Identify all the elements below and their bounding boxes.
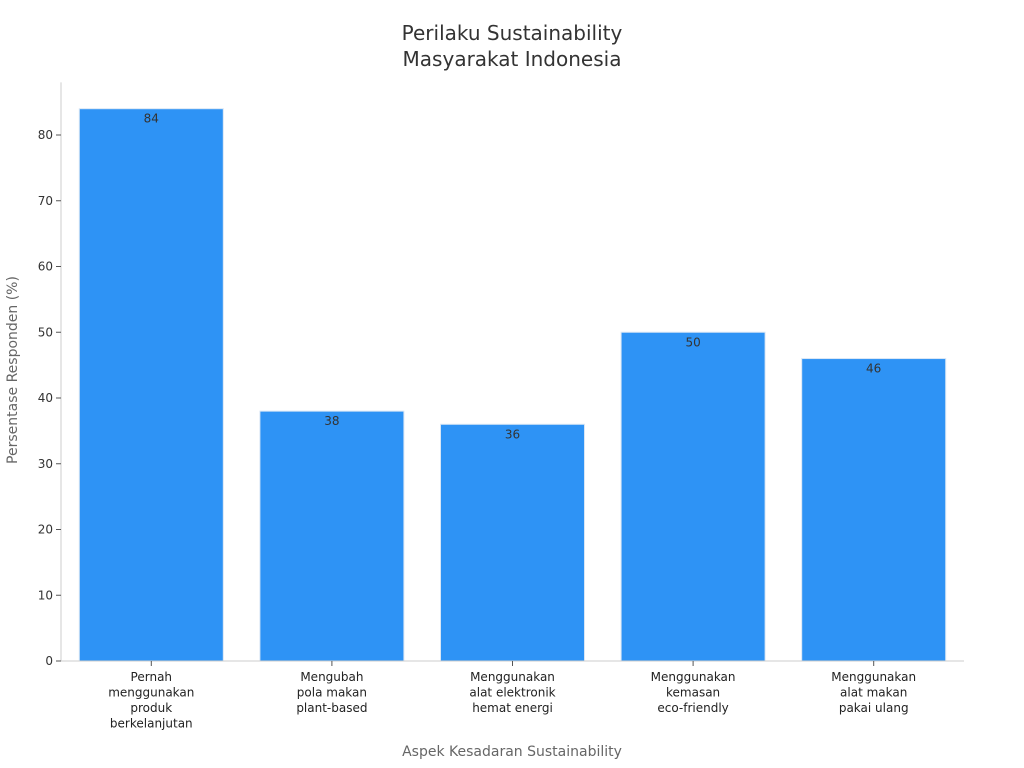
chart-title: Perilaku Sustainability Masyarakat Indon… [402,21,623,71]
chart-title-line-1: Perilaku Sustainability [402,21,623,45]
x-tick-label-line: hemat energi [472,701,553,715]
y-tick-label-30: 30 [38,457,53,471]
x-tick-label-line: alat makan [840,686,907,700]
x-tick-label-line: eco-friendly [657,701,728,715]
x-tick-label-line: menggunakan [108,686,194,700]
x-tick-label-line: kemasan [666,686,720,700]
x-tick-label-3: Menggunakan alat elektronik hemat energi [469,670,555,715]
y-axis-title: Persentase Responden (%) [5,276,21,464]
axes-layer [56,82,964,666]
data-label-2: 38 [324,414,339,428]
x-axis-title: Aspek Kesadaran Sustainability [402,744,622,760]
x-tick-label-line: alat elektronik [469,686,555,700]
x-tick-label-line: plant-based [296,701,367,715]
x-tick-label-line: pola makan [297,686,367,700]
x-tick-label-line: Menggunakan [470,670,555,684]
y-tick-label-0: 0 [45,654,53,668]
y-tick-label-10: 10 [38,588,53,602]
y-tick-label-80: 80 [38,128,53,142]
labels-layer: 84 38 36 50 46 0 10 20 30 40 50 60 70 80 Pernah menggun… [38,112,916,731]
data-label-5: 46 [866,362,881,376]
chart-title-line-2: Masyarakat Indonesia [403,47,622,71]
x-tick-label-line: Menggunakan [651,670,736,684]
y-tick-label-60: 60 [38,260,53,274]
x-tick-label-line: Menggunakan [831,670,916,684]
x-tick-label-2: Mengubah pola makan plant-based [296,670,367,715]
bar-3 [440,423,585,662]
bar-5 [801,358,947,662]
bar-1 [78,108,224,662]
x-tick-label-line: pakai ulang [839,701,909,715]
data-label-3: 36 [505,427,520,441]
x-tick-label-line: Mengubah [300,670,363,684]
y-tick-label-20: 20 [38,523,53,537]
x-tick-label-line: produk [130,701,172,715]
data-label-1: 84 [144,112,159,126]
y-tick-label-50: 50 [38,325,53,339]
y-tick-label-40: 40 [38,391,53,405]
data-label-4: 50 [685,335,700,349]
bar-2 [259,410,405,662]
x-tick-label-line: Pernah [131,670,172,684]
y-tick-label-70: 70 [38,194,53,208]
x-tick-label-1: Pernah menggunakan produk berkelanjutan [108,670,194,731]
x-tick-label-5: Menggunakan alat makan pakai ulang [831,670,916,715]
x-tick-label-line: berkelanjutan [110,717,193,731]
bars-layer [78,108,947,662]
x-tick-label-4: Menggunakan kemasan eco-friendly [651,670,736,715]
bar-4 [620,331,766,662]
